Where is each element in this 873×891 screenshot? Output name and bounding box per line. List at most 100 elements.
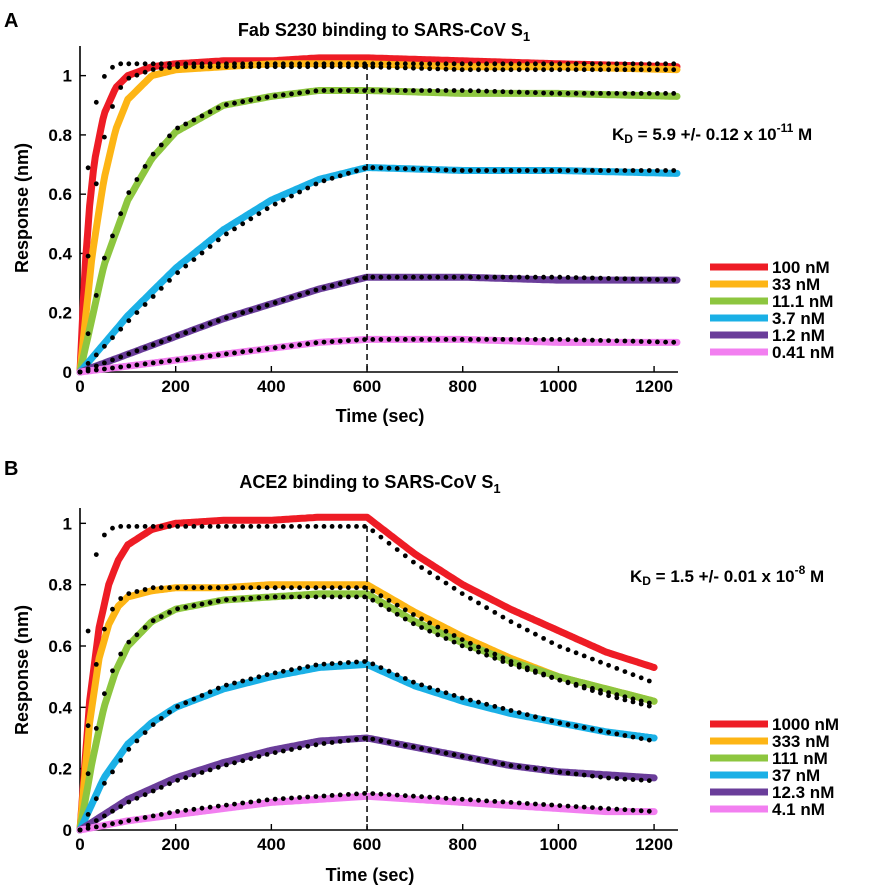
fit-point bbox=[321, 741, 327, 746]
fit-point bbox=[411, 337, 416, 342]
fit-point bbox=[541, 274, 546, 280]
fit-point bbox=[622, 276, 628, 282]
y-tick-label: 0.2 bbox=[48, 760, 72, 779]
fit-point bbox=[484, 605, 489, 611]
fit-point bbox=[362, 64, 367, 70]
fit-point bbox=[150, 722, 156, 727]
series-line bbox=[76, 60, 681, 376]
fit-point bbox=[207, 689, 213, 695]
fit-point bbox=[224, 524, 229, 529]
y-tick-label: 0.4 bbox=[48, 244, 72, 263]
fit-point bbox=[337, 594, 343, 600]
fit-point bbox=[321, 585, 327, 591]
fit-point bbox=[646, 778, 652, 783]
fit-point bbox=[354, 88, 359, 93]
fit-point bbox=[240, 221, 246, 227]
fit-point bbox=[272, 796, 278, 802]
fit-point bbox=[110, 357, 115, 363]
fit-point bbox=[500, 67, 506, 73]
fit-point bbox=[435, 66, 441, 72]
fit-point bbox=[175, 809, 181, 814]
fit-point bbox=[598, 805, 603, 811]
fit-point bbox=[622, 733, 628, 738]
fit-point bbox=[248, 799, 254, 805]
fit-point bbox=[85, 723, 91, 729]
fit-point bbox=[581, 725, 587, 730]
fit-point bbox=[614, 692, 620, 698]
fit-point bbox=[614, 806, 620, 812]
fit-point bbox=[573, 650, 579, 656]
fit-point bbox=[142, 361, 148, 367]
fit-point bbox=[557, 644, 563, 649]
fit-point bbox=[329, 585, 335, 591]
fit-point bbox=[240, 349, 246, 355]
fit-point bbox=[476, 274, 481, 280]
fit-point bbox=[630, 67, 636, 73]
fit-point bbox=[313, 287, 319, 293]
fit-point bbox=[93, 293, 99, 298]
fit-point bbox=[102, 822, 107, 828]
fit-point bbox=[313, 524, 319, 529]
fit-point bbox=[565, 803, 571, 809]
fit-point bbox=[313, 594, 319, 600]
fit-point bbox=[264, 672, 270, 678]
fit-point bbox=[500, 61, 506, 67]
fit-point bbox=[110, 606, 115, 612]
fit-point bbox=[541, 716, 546, 722]
fit-point bbox=[232, 312, 237, 318]
fit-point bbox=[370, 791, 376, 796]
fit-point bbox=[167, 278, 172, 283]
fit-point bbox=[443, 628, 449, 634]
fit-point bbox=[142, 69, 148, 75]
fit-point bbox=[516, 800, 522, 806]
fit-point bbox=[533, 766, 538, 772]
fit-point bbox=[175, 64, 181, 70]
fit-point bbox=[533, 801, 538, 807]
fit-point bbox=[215, 105, 221, 111]
fit-point bbox=[167, 524, 172, 529]
fit-point bbox=[435, 795, 441, 801]
y-tick-label: 0.6 bbox=[48, 637, 72, 656]
fit-point bbox=[142, 345, 148, 351]
fit-point bbox=[598, 688, 603, 693]
fit-point bbox=[476, 337, 481, 342]
fit-point bbox=[671, 61, 677, 67]
fit-point bbox=[402, 607, 408, 613]
fit-point bbox=[459, 637, 465, 642]
fit-point bbox=[126, 799, 132, 805]
fit-point bbox=[167, 810, 172, 816]
x-tick-label: 1000 bbox=[539, 377, 577, 396]
fit-point bbox=[150, 67, 156, 72]
fit-point bbox=[524, 61, 530, 67]
fit-point bbox=[93, 726, 99, 731]
fit-point bbox=[102, 813, 107, 819]
fit-point bbox=[394, 547, 400, 552]
fit-point bbox=[484, 652, 489, 658]
fit-point bbox=[590, 275, 595, 281]
fit-point bbox=[655, 67, 660, 73]
fit-point bbox=[459, 796, 465, 802]
fit-point bbox=[313, 585, 319, 591]
fit-point bbox=[598, 67, 603, 73]
fit-point bbox=[305, 64, 311, 70]
fit-point bbox=[126, 351, 132, 357]
fit-point bbox=[459, 695, 465, 701]
fit-point bbox=[110, 233, 115, 239]
fit-point bbox=[484, 88, 489, 94]
fit-point bbox=[541, 767, 546, 773]
fit-point bbox=[581, 168, 587, 173]
fit-point bbox=[622, 91, 628, 96]
fit-point bbox=[280, 594, 286, 600]
fit-point bbox=[427, 88, 433, 93]
fit-point bbox=[671, 67, 677, 73]
fit-point bbox=[142, 792, 148, 798]
fit-point bbox=[451, 88, 457, 93]
fit-point bbox=[427, 66, 433, 72]
fit-point bbox=[443, 66, 449, 72]
fit-point bbox=[158, 716, 164, 721]
fit-point bbox=[606, 91, 611, 96]
fit-point bbox=[272, 345, 278, 351]
fit-point bbox=[663, 277, 668, 283]
fit-point bbox=[134, 72, 140, 78]
fit-point bbox=[565, 647, 571, 653]
